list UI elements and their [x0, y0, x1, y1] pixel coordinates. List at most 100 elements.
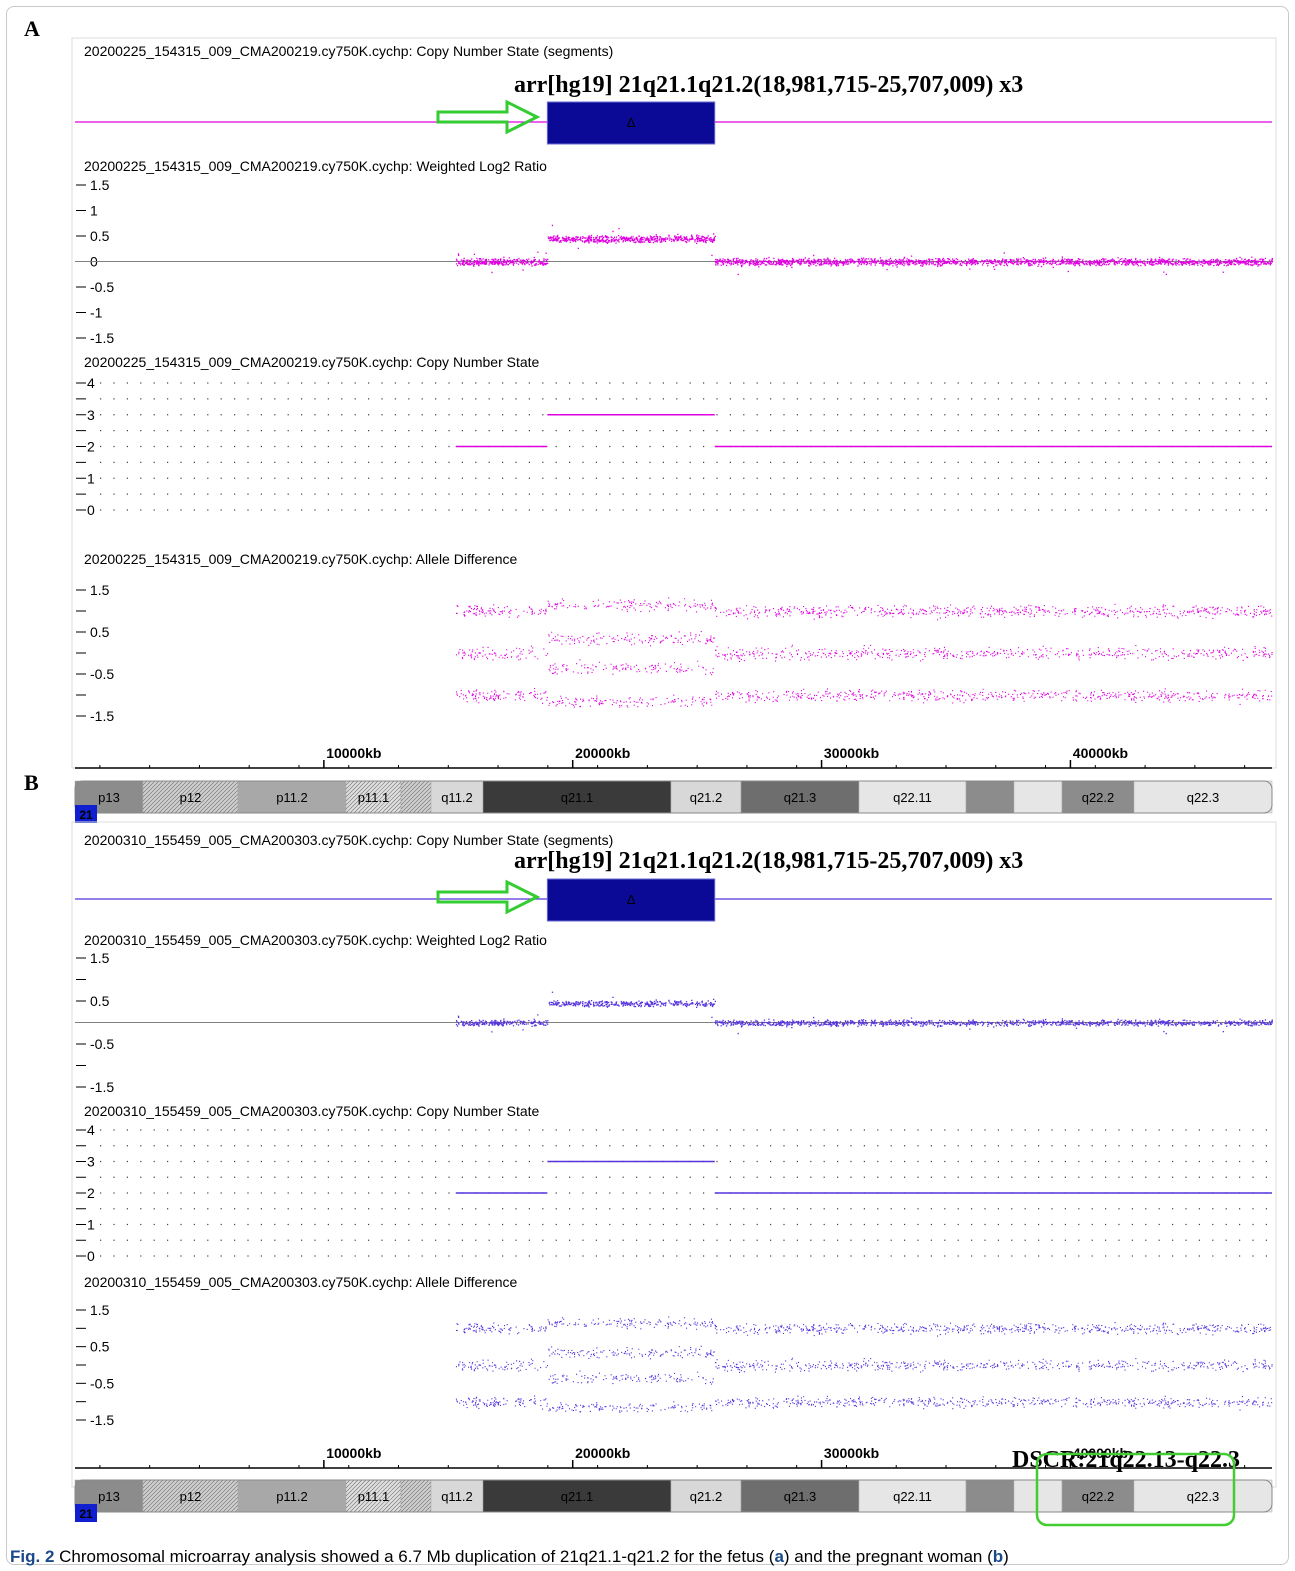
band-hatch: [218, 1492, 239, 1513]
band-hatch: [166, 780, 200, 814]
band-hatch: [142, 780, 148, 786]
band-hatch: [349, 1479, 383, 1513]
x-tick-label: 20000kb: [575, 1445, 630, 1461]
band-label: q21.1: [561, 1489, 594, 1504]
log2-points: [455, 991, 1273, 1035]
band-hatch: [230, 805, 239, 814]
log2-tick-label: 1.5: [90, 177, 110, 193]
ad-tick-label: 1.5: [90, 582, 110, 598]
x-tick-label: 30000kb: [824, 745, 879, 761]
band-hatch: [408, 1489, 432, 1513]
band-hatch: [206, 1480, 239, 1513]
band-hatch: [404, 1485, 432, 1513]
band-hatch: [377, 1488, 402, 1513]
ideogram-band: [670, 780, 742, 814]
cn-tick-label: 1: [87, 1217, 95, 1233]
band-hatch: [202, 780, 236, 814]
band-hatch: [345, 780, 359, 794]
band-hatch: [381, 793, 402, 814]
band-hatch: [142, 1479, 152, 1489]
band-hatch: [400, 1481, 432, 1513]
gain-symbol: Δ: [627, 115, 636, 130]
band-hatch: [412, 1493, 432, 1513]
ideogram-band: [237, 1479, 347, 1513]
band-label: p12: [180, 790, 202, 805]
green-arrow-icon: [436, 879, 541, 915]
band-hatch: [400, 1479, 406, 1485]
band-hatch: [198, 1479, 232, 1513]
panel-b: B 20200310_155459_005_CMA200303.cy750K.cy…: [24, 770, 1277, 1522]
band-hatch: [142, 780, 156, 794]
band-hatch: [158, 1479, 192, 1513]
figure-caption: Fig. 2 Chromosomal microarray analysis s…: [10, 1547, 1009, 1567]
x-tick-label: 40000kb: [1073, 745, 1128, 761]
band-hatch: [162, 1479, 196, 1513]
band-hatch: [357, 1479, 391, 1513]
band-hatch: [226, 801, 239, 814]
ad-tick-label: 0.5: [90, 1339, 110, 1355]
ad-track-title: 20200225_154315_009_CMA200219.cy750K.cyc…: [84, 551, 518, 567]
band-hatch: [400, 780, 430, 810]
band-hatch: [420, 802, 432, 814]
band-hatch: [142, 1479, 148, 1485]
band-hatch: [373, 785, 402, 814]
band-hatch: [142, 780, 152, 790]
cn-tick-label: 0: [87, 1248, 95, 1264]
band-hatch: [146, 1479, 180, 1513]
band-hatch: [377, 789, 402, 814]
band-label: q22.3: [1187, 1489, 1220, 1504]
band-hatch: [186, 1479, 220, 1513]
chromosome-number: 21: [79, 808, 93, 822]
chromosome-number: 21: [79, 1507, 93, 1521]
band-hatch: [353, 780, 387, 814]
band-hatch: [190, 780, 224, 814]
band-hatch: [142, 1479, 176, 1513]
band-hatch: [416, 798, 432, 814]
band-hatch: [357, 780, 391, 814]
cn-track-title: 20200310_155459_005_CMA200303.cy750K.cyc…: [84, 1103, 540, 1119]
band-hatch: [154, 780, 188, 814]
band-hatch: [142, 1479, 156, 1493]
band-hatch: [170, 1479, 204, 1513]
band-hatch: [400, 780, 414, 794]
band-hatch: [345, 780, 351, 786]
band-hatch: [186, 780, 220, 814]
log2-track-title: 20200310_155459_005_CMA200303.cy750K.cyc…: [84, 932, 547, 948]
band-hatch: [345, 1479, 379, 1513]
log2-tick-label: 0.5: [90, 993, 110, 1009]
band-hatch: [182, 1479, 216, 1513]
band-hatch: [150, 1479, 184, 1513]
band-hatch: [174, 1479, 208, 1513]
cn-tick-label: 2: [87, 439, 95, 455]
band-hatch: [178, 780, 212, 814]
cn-tick-label: 3: [87, 1154, 95, 1170]
band-hatch: [381, 1492, 402, 1513]
cn-track-title: 20200225_154315_009_CMA200219.cy750K.cyc…: [84, 354, 540, 370]
caption-prefix: Fig. 2: [10, 1547, 55, 1566]
ad-points: [455, 597, 1273, 708]
band-hatch: [400, 1479, 422, 1501]
band-hatch: [154, 1479, 188, 1513]
cn-tick-label: 4: [87, 1122, 95, 1138]
green-arrow-icon: [436, 99, 541, 135]
x-tick-label: 10000kb: [326, 1445, 381, 1461]
band-hatch: [230, 1504, 239, 1513]
band-hatch: [389, 801, 402, 814]
band-label: q22.11: [893, 790, 932, 805]
log2-points: [455, 224, 1274, 276]
caption-a: a: [774, 1547, 784, 1566]
band-hatch: [361, 1479, 395, 1513]
band-hatch: [349, 780, 383, 814]
band-hatch: [365, 780, 399, 814]
log2-track-title: 20200225_154315_009_CMA200219.cy750K.cyc…: [84, 158, 547, 174]
chromosome-badge: [75, 805, 97, 823]
band-hatch: [222, 1496, 239, 1513]
band-hatch: [182, 780, 216, 814]
ad-tick-label: 0.5: [90, 624, 110, 640]
band-hatch: [142, 1479, 164, 1501]
band-label: q11.2: [441, 790, 473, 805]
band-hatch: [385, 797, 402, 814]
band-hatch: [400, 1479, 410, 1489]
cnv-annotation: arr[hg19] 21q21.1q21.2(18,981,715-25,707…: [514, 848, 1023, 874]
